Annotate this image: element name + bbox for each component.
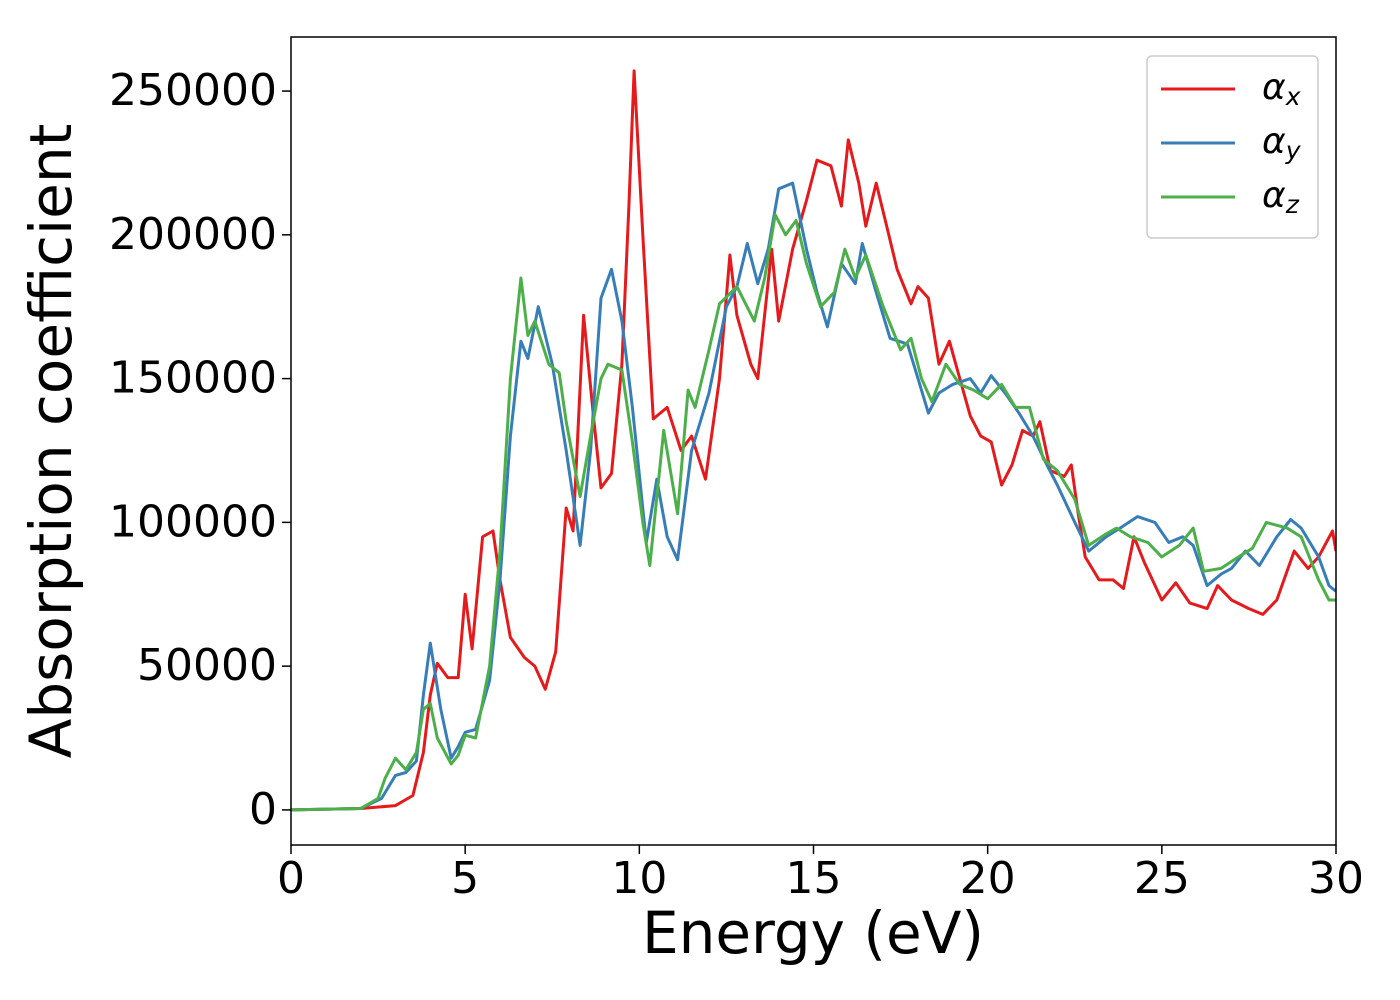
x-tick-label: 5: [451, 853, 479, 904]
x-axis-label: Energy (eV): [642, 899, 984, 967]
x-tick-label: 15: [786, 853, 842, 904]
legend-label: αy: [1262, 121, 1302, 165]
legend-box: [1146, 55, 1319, 239]
y-tick-label: 150000: [109, 353, 277, 404]
legend-label: αx: [1262, 67, 1301, 111]
legend-label: αz: [1262, 175, 1300, 219]
y-tick-label: 100000: [109, 496, 277, 547]
x-tick-label: 25: [1134, 853, 1190, 904]
data-line: [291, 181, 1336, 812]
y-tick-label: 50000: [137, 640, 277, 691]
y-tick-label: 0: [249, 784, 277, 835]
data-line: [291, 213, 1336, 812]
x-tick-label: 30: [1308, 853, 1364, 904]
y-tick-label: 250000: [109, 65, 277, 116]
x-tick-label: 20: [960, 853, 1016, 904]
y-tick-label: 200000: [109, 209, 277, 260]
x-tick-label: 0: [277, 853, 305, 904]
data-line: [291, 69, 1336, 812]
plot-frame: [290, 36, 1337, 846]
x-tick-label: 10: [611, 853, 667, 904]
y-axis-label: Absorption coefficient: [17, 124, 85, 759]
